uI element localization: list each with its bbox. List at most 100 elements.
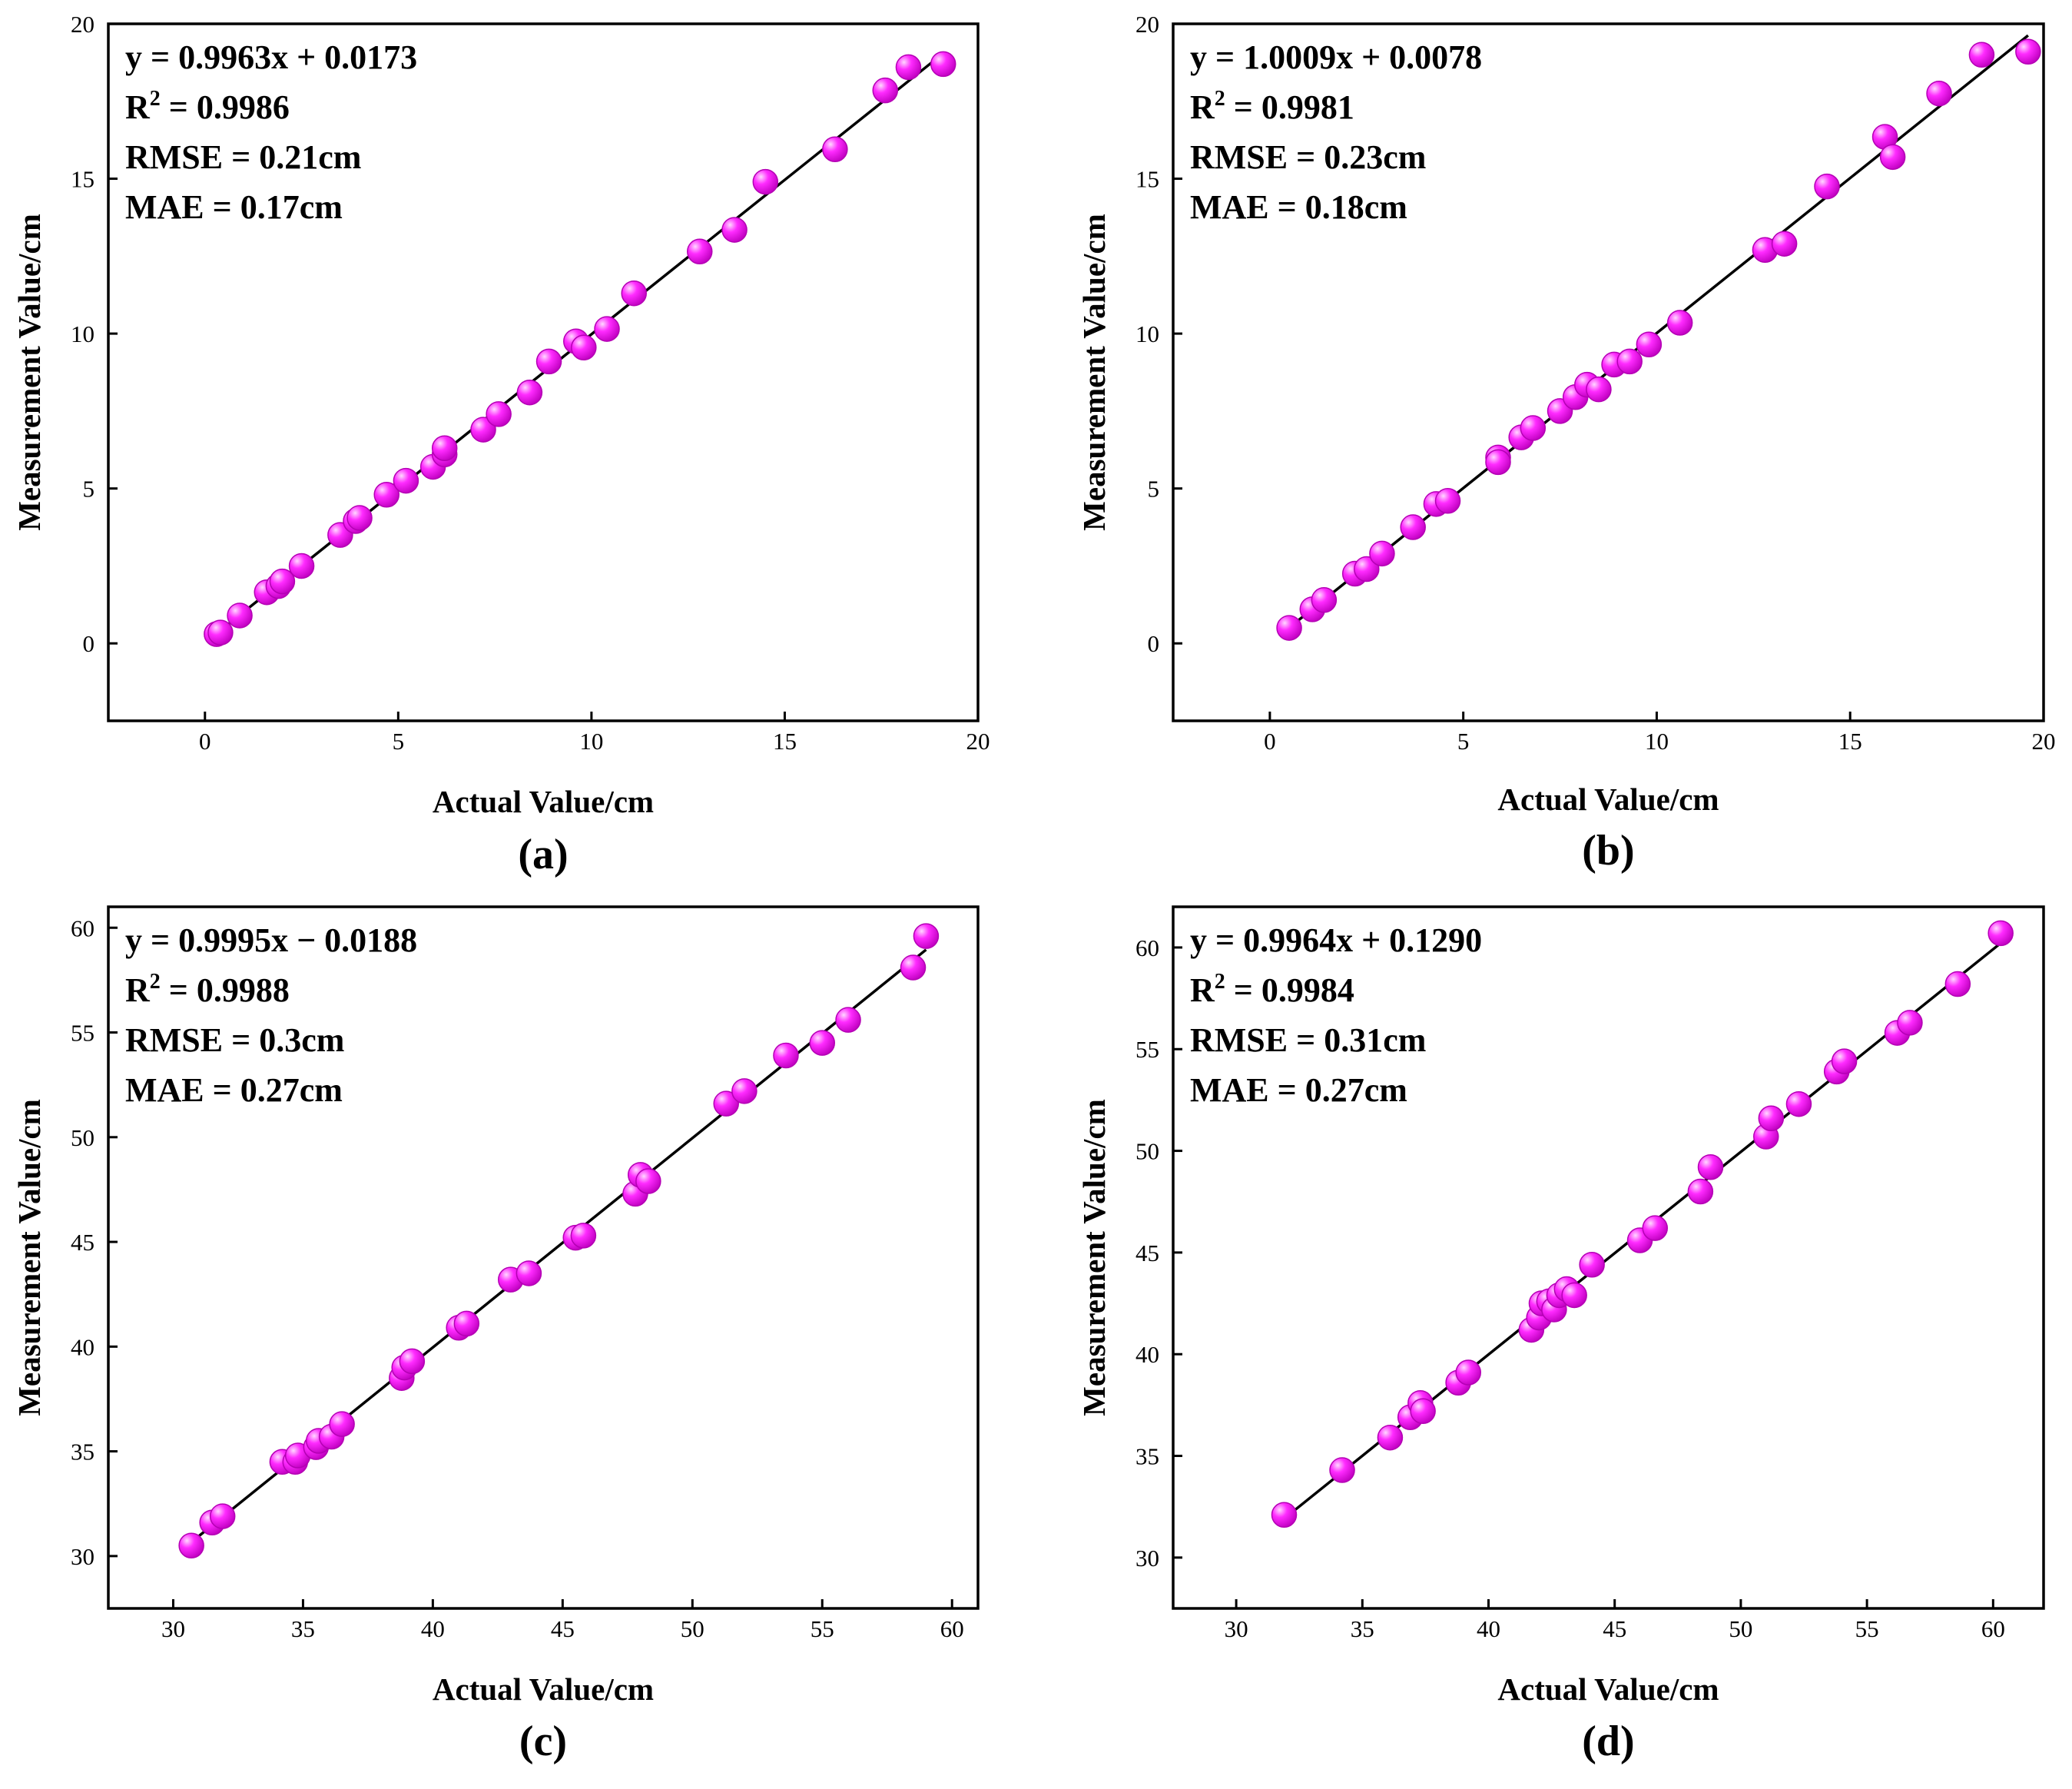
y-tick-label: 0 [1148,630,1160,657]
data-point [346,505,373,531]
plot-frame [107,22,980,722]
data-point [209,1503,236,1529]
data-point [1276,615,1302,641]
plot-frame [1172,22,2045,722]
data-point [1697,1153,1724,1180]
data-point [1410,1398,1436,1425]
y-tick-label: 0 [83,630,95,657]
y-tick-label: 10 [1135,320,1159,347]
data-point [1616,348,1643,375]
data-point [687,238,713,265]
plot-frame [107,905,980,1610]
x-tick-label: 45 [1603,1615,1626,1642]
x-tick-label: 10 [579,728,603,755]
y-tick-label: 30 [71,1543,94,1570]
data-point [872,77,899,104]
y-tick-label: 5 [83,476,95,503]
y-axis-title: Measurement Value/cm [1076,1099,1112,1416]
r2-value: = 0.9981 [1225,88,1354,126]
data-point [1926,80,1952,107]
r2-prefix: R [1190,971,1215,1009]
r2-prefix: R [1190,88,1215,126]
data-point [571,334,597,361]
panel-c: 30 35 40 45 50 55 60 30 35 40 45 50 55 60 y = 0.9995x… [12,905,980,1765]
r2-value: = 0.9984 [1225,971,1354,1009]
data-point [809,1030,836,1056]
data-point [2015,38,2041,65]
panel-a: 0 5 10 15 20 0 5 10 15 20 y = 0.9963x + 0.0173 R2… [12,11,990,878]
points [204,51,956,647]
y-tick-label: 40 [71,1333,94,1360]
x-tick-label: 60 [1981,1615,2005,1642]
y-tick-label: 15 [71,166,94,193]
ticks: 0 5 10 15 20 0 5 10 15 20 [1135,11,2056,755]
x-tick-label: 5 [1457,728,1470,755]
ticks: 0 5 10 15 20 0 5 10 15 20 [71,11,990,755]
x-tick-label: 30 [1225,1615,1248,1642]
data-point [1434,488,1461,514]
data-point [227,602,253,629]
rmse-text: RMSE = 0.31cm [1190,1021,1426,1059]
rmse-text: RMSE = 0.3cm [125,1021,344,1059]
r2-text: R2 = 0.9988 [125,970,290,1009]
data-point [1968,41,1995,68]
data-point [731,1078,758,1104]
x-tick-label: 40 [1477,1615,1500,1642]
y-axis-title: Measurement Value/cm [12,214,47,531]
data-point [1831,1048,1858,1074]
data-point [900,954,927,981]
data-point [453,1310,480,1337]
data-point [913,923,940,949]
r2-value: = 0.9988 [161,971,290,1009]
data-point [1485,449,1511,476]
r2-value: = 0.9986 [161,88,290,126]
mae-text: MAE = 0.17cm [125,188,343,226]
data-point [594,316,620,342]
x-tick-label: 60 [940,1615,964,1642]
ticks: 30 35 40 45 50 55 60 30 35 40 45 50 55 60 [1135,934,2005,1642]
y-tick-label: 55 [1135,1036,1159,1063]
y-tick-label: 45 [1135,1240,1159,1266]
data-point [399,1348,426,1375]
y-tick-label: 35 [1135,1443,1159,1470]
data-point [431,435,458,462]
x-tick-label: 35 [1351,1615,1374,1642]
data-point [1785,1090,1812,1117]
data-point [1561,1282,1587,1309]
y-tick-label: 5 [1148,476,1160,503]
data-point [721,217,748,243]
y-axis-title: Measurement Value/cm [12,1099,47,1416]
x-tick-label: 55 [1855,1615,1879,1642]
data-point [1879,144,1906,171]
data-point [1271,1502,1298,1528]
x-tick-label: 40 [421,1615,445,1642]
data-point [1771,231,1798,257]
panel-label: (b) [1582,827,1634,875]
data-point [1586,376,1612,403]
r2-text: R2 = 0.9986 [125,87,290,126]
r2-superscript: 2 [150,87,161,111]
points [178,923,940,1558]
x-tick-label: 15 [1838,728,1862,755]
x-axis-title: Actual Value/cm [1497,782,1719,817]
data-point [1455,1359,1481,1386]
data-point [1520,415,1547,441]
data-point [1687,1178,1714,1205]
data-point [713,1090,739,1117]
stats-box: y = 0.9964x + 0.1290 R2 = 0.9984 RMSE = … [1190,921,1482,1109]
y-tick-label: 60 [1135,934,1159,961]
x-tick-label: 20 [2032,728,2056,755]
stats-box: y = 1.0009x + 0.0078 R2 = 0.9981 RMSE = … [1190,38,1482,226]
ticks: 30 35 40 45 50 55 60 30 35 40 45 50 55 60 [71,914,964,1642]
mae-text: MAE = 0.18cm [1190,188,1407,226]
x-axis-title: Actual Value/cm [433,1671,654,1707]
data-point [1636,331,1663,357]
data-point [1987,920,2014,947]
data-point [1377,1424,1404,1451]
data-point [329,1411,355,1437]
r2-text: R2 = 0.9981 [1190,87,1354,126]
data-point [1758,1105,1785,1131]
y-tick-label: 40 [1135,1341,1159,1368]
x-tick-label: 0 [199,728,211,755]
data-point [1814,173,1840,200]
